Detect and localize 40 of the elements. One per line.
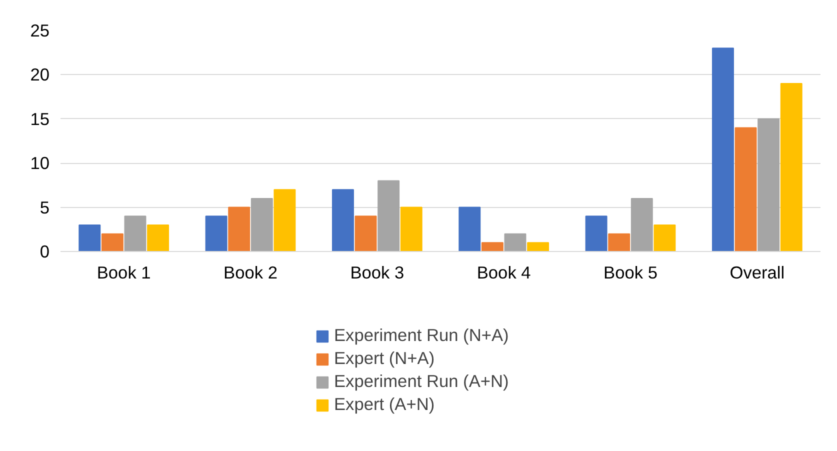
- bar: [274, 189, 296, 252]
- y-tick-label: 20: [30, 64, 50, 85]
- bar: [124, 216, 146, 252]
- y-tick-label: 10: [30, 153, 50, 174]
- y-tick-label: 5: [40, 197, 50, 218]
- bar: [400, 206, 422, 252]
- y-tick-label: 25: [30, 20, 50, 40]
- x-tick-label: Book 3: [350, 262, 404, 282]
- bar: [458, 206, 481, 252]
- bar: [585, 216, 608, 252]
- bar: [654, 224, 676, 252]
- bar: [630, 198, 653, 252]
- bar: [608, 233, 630, 252]
- legend-label: Expert (N+A): [334, 348, 435, 369]
- bar: [354, 216, 377, 252]
- y-tick-label: 15: [30, 108, 50, 129]
- x-tick-label: Overall: [730, 262, 785, 282]
- y-tick-label: 0: [40, 242, 50, 262]
- bar: [504, 233, 526, 252]
- x-tick-label: Book 5: [604, 262, 658, 282]
- bar: [250, 198, 273, 252]
- bar: [780, 83, 802, 252]
- bar: [758, 118, 780, 252]
- bar: [228, 206, 250, 252]
- bar: [147, 224, 170, 252]
- bar: [527, 242, 550, 252]
- bar: [78, 224, 101, 252]
- legend-label: Experiment Run (N+A): [334, 325, 509, 346]
- legend-label: Expert (A+N): [334, 394, 435, 415]
- bar: [205, 216, 228, 252]
- x-tick-label: Book 1: [96, 262, 151, 282]
- bar: [101, 233, 124, 252]
- legend-label: Experiment Run (A+N): [334, 371, 509, 392]
- bar: [332, 189, 354, 252]
- x-tick-label: Book 4: [476, 262, 532, 282]
- bar: [712, 48, 734, 252]
- bar: [734, 127, 757, 252]
- bar: [378, 180, 400, 252]
- bar: [481, 242, 504, 252]
- x-tick-label: Book 2: [224, 262, 278, 282]
